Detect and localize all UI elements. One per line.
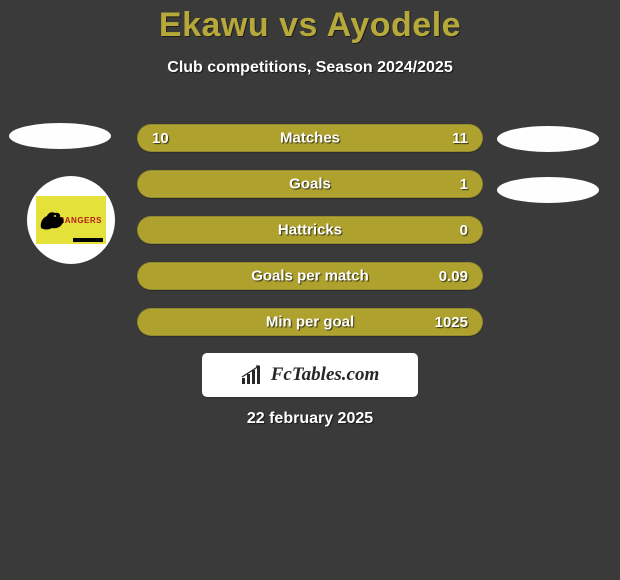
player-left-ellipse-1 bbox=[9, 123, 111, 149]
branding-label: FcTables.com bbox=[271, 364, 380, 386]
panther-icon bbox=[38, 208, 68, 232]
stat-row-min-per-goal: Min per goal 1025 bbox=[137, 308, 483, 336]
club-badge: RANGERS bbox=[27, 176, 115, 264]
stat-right-value: 0 bbox=[460, 222, 468, 239]
page-title: Ekawu vs Ayodele bbox=[0, 6, 620, 45]
stat-bars: 10 Matches 11 Goals 1 Hattricks 0 Goals … bbox=[137, 124, 483, 354]
stat-row-goals: Goals 1 bbox=[137, 170, 483, 198]
stat-row-goals-per-match: Goals per match 0.09 bbox=[137, 262, 483, 290]
stat-row-matches: 10 Matches 11 bbox=[137, 124, 483, 152]
stat-right-value: 1 bbox=[460, 176, 468, 193]
footer-date: 22 february 2025 bbox=[0, 410, 620, 428]
club-badge-stripe bbox=[73, 238, 103, 242]
player-right-ellipse-2 bbox=[497, 177, 599, 203]
stat-right-value: 0.09 bbox=[439, 268, 468, 285]
stat-row-hattricks: Hattricks 0 bbox=[137, 216, 483, 244]
stat-label: Hattricks bbox=[278, 222, 342, 239]
stat-right-value: 1025 bbox=[435, 314, 468, 331]
comparison-card: Ekawu vs Ayodele Club competitions, Seas… bbox=[0, 0, 620, 580]
player-right-ellipse-1 bbox=[497, 126, 599, 152]
page-subtitle: Club competitions, Season 2024/2025 bbox=[0, 59, 620, 77]
stat-label: Min per goal bbox=[266, 314, 354, 331]
stat-left-value: 10 bbox=[152, 130, 169, 147]
club-badge-inner: RANGERS bbox=[36, 196, 106, 244]
stat-label: Goals per match bbox=[251, 268, 369, 285]
branding-badge[interactable]: FcTables.com bbox=[202, 353, 418, 397]
stat-right-value: 11 bbox=[452, 130, 468, 147]
stat-label: Matches bbox=[280, 130, 340, 147]
bars-icon bbox=[241, 365, 265, 385]
stat-label: Goals bbox=[289, 176, 331, 193]
